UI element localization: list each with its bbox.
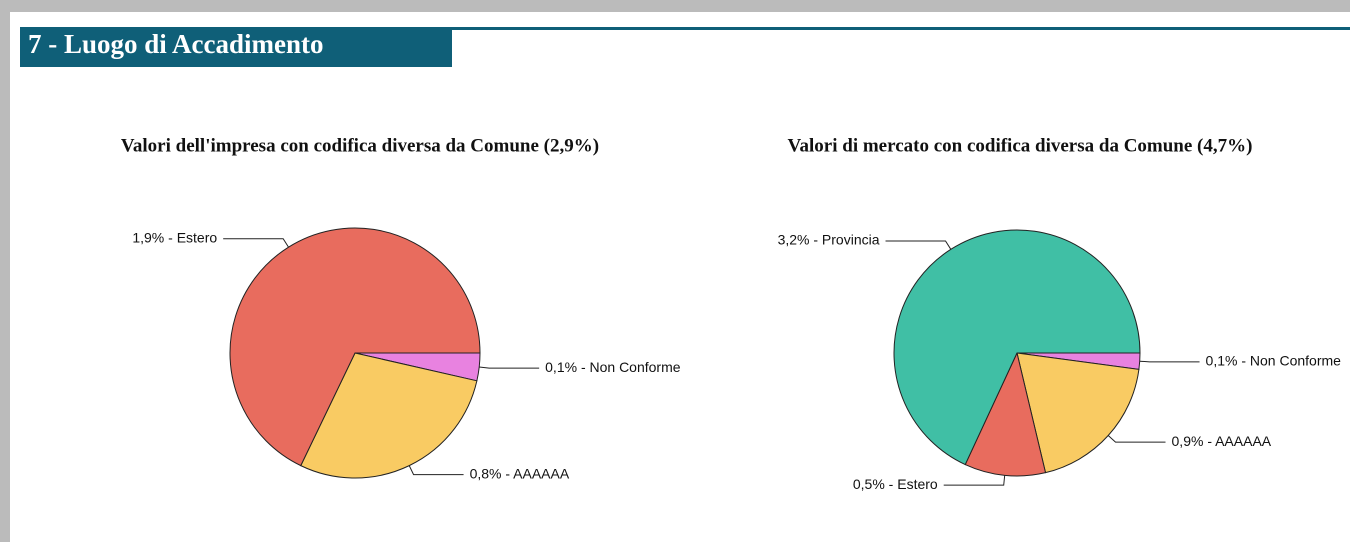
leader-line xyxy=(943,475,1006,486)
slice-label: 0,1% - Non Conforme xyxy=(1206,353,1342,369)
pie-slice xyxy=(893,229,1141,466)
header-rule xyxy=(20,27,1350,30)
leader-line xyxy=(408,465,464,476)
chart-title: Valori di mercato con codifica diversa d… xyxy=(788,135,1253,156)
header-title: 7 - Luogo di Accadimento xyxy=(28,29,324,59)
top-frame xyxy=(0,0,1350,12)
leader-line xyxy=(1139,360,1200,363)
slice-label: 3,2% - Provincia xyxy=(778,232,880,248)
left-frame xyxy=(0,0,10,542)
slice-label: 0,9% - AAAAAA xyxy=(1172,433,1272,449)
leader-line xyxy=(1107,435,1166,443)
panel xyxy=(10,12,1350,542)
pie-slice xyxy=(300,352,478,479)
leader-line xyxy=(223,238,289,248)
slice-label: 0,1% - Non Conforme xyxy=(545,359,681,375)
slice-label: 0,5% - Estero xyxy=(853,476,938,492)
leader-line xyxy=(479,366,540,369)
pie-slice xyxy=(964,351,1047,477)
header-bar xyxy=(20,27,452,67)
leader-line xyxy=(885,240,952,250)
pie-slice xyxy=(1016,352,1140,474)
slice-label: 0,8% - AAAAAA xyxy=(470,465,570,481)
slice-label: 1,9% - Estero xyxy=(132,229,217,245)
chart-title: Valori dell'impresa con codifica diversa… xyxy=(121,135,599,156)
